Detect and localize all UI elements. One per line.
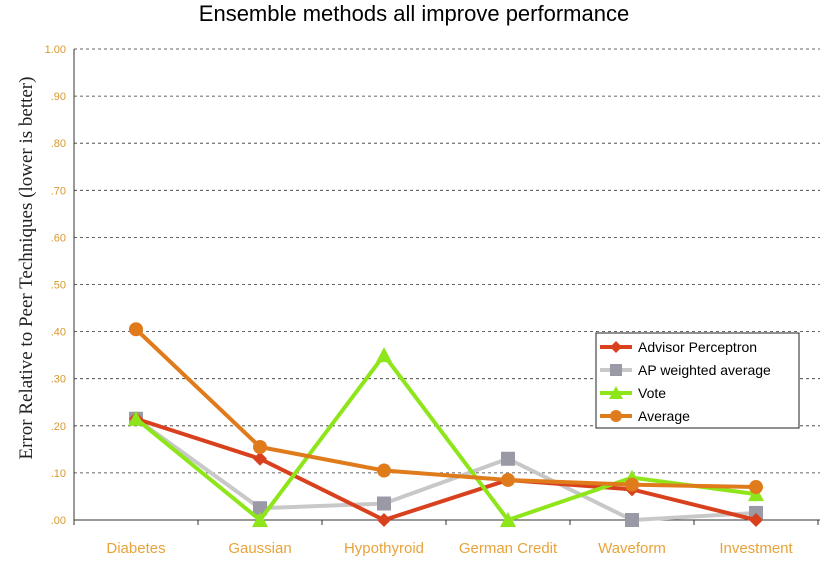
data-point-marker xyxy=(252,512,268,527)
y-tick-label: .50 xyxy=(51,280,66,292)
data-point-marker xyxy=(625,477,639,492)
y-tick-label: .70 xyxy=(51,185,66,197)
y-tick-label: .90 xyxy=(51,91,66,103)
legend-item: Vote xyxy=(600,385,666,401)
y-tick-labels: .00 .10 .20 .30 .40 .50 .60 .70 .80 .90 1.00 xyxy=(45,44,66,527)
legend-label: Average xyxy=(638,408,690,424)
data-point-marker xyxy=(749,513,763,527)
series-line xyxy=(134,353,757,522)
y-tick-label: .10 xyxy=(51,468,66,480)
series-average xyxy=(129,322,763,495)
legend-item: Average xyxy=(600,408,690,424)
x-tick-label: German Credit xyxy=(459,540,558,557)
data-point-marker xyxy=(610,364,622,376)
y-tick-label: .40 xyxy=(51,327,66,339)
data-point-marker xyxy=(253,451,267,466)
data-point-marker xyxy=(376,347,392,363)
series-advisor-perceptron xyxy=(129,411,763,527)
chart-title: Ensemble methods all improve performance xyxy=(199,1,629,26)
grid-lines xyxy=(74,48,820,474)
data-point-marker xyxy=(609,386,623,399)
data-point-marker xyxy=(253,501,267,516)
data-point-marker xyxy=(377,463,391,478)
legend-label: Vote xyxy=(638,385,666,401)
data-point-marker xyxy=(129,322,143,337)
y-tick-label: .80 xyxy=(51,138,66,150)
data-point-marker xyxy=(501,451,515,466)
series-vote xyxy=(128,347,764,527)
x-tick-label: Waveform xyxy=(598,540,666,557)
series-line xyxy=(134,417,757,522)
data-point-marker xyxy=(377,496,391,511)
legend-item: AP weighted average xyxy=(600,362,771,378)
data-point-marker xyxy=(625,513,639,527)
series-lines xyxy=(128,322,764,527)
y-tick-label: .00 xyxy=(51,515,66,527)
data-point-marker xyxy=(377,513,391,527)
y-tick-label: .30 xyxy=(51,374,66,386)
series-ap-weighted-average xyxy=(129,411,763,527)
x-tick-label: Diabetes xyxy=(106,540,165,557)
data-point-marker xyxy=(610,410,622,422)
series-line xyxy=(135,416,757,522)
data-point-marker xyxy=(501,472,515,487)
legend-label: AP weighted average xyxy=(638,362,771,378)
data-point-marker xyxy=(253,439,267,454)
y-tick-label: .60 xyxy=(51,232,66,244)
legend: Advisor Perceptron AP weighted average Vot… xyxy=(595,332,800,429)
data-point-marker xyxy=(500,512,516,527)
data-point-marker xyxy=(128,410,144,426)
x-tick-label: Investment xyxy=(719,540,793,557)
x-tick-label: Gaussian xyxy=(228,540,291,557)
y-tick-label: .20 xyxy=(51,421,66,433)
y-axis-label: Error Relative to Peer Techniques (lower… xyxy=(16,77,37,460)
legend-item: Advisor Perceptron xyxy=(600,339,757,355)
data-point-marker xyxy=(610,341,622,353)
x-tick-label: Hypothyroid xyxy=(344,540,424,557)
data-point-marker xyxy=(749,505,763,520)
legend-label: Advisor Perceptron xyxy=(638,339,757,355)
x-tick-labels: Diabetes Gaussian Hypothyroid German Credit… xyxy=(106,540,793,557)
y-tick-label: 1.00 xyxy=(45,44,66,56)
series-line xyxy=(134,327,757,490)
axes xyxy=(73,49,820,525)
data-point-marker xyxy=(749,480,763,495)
